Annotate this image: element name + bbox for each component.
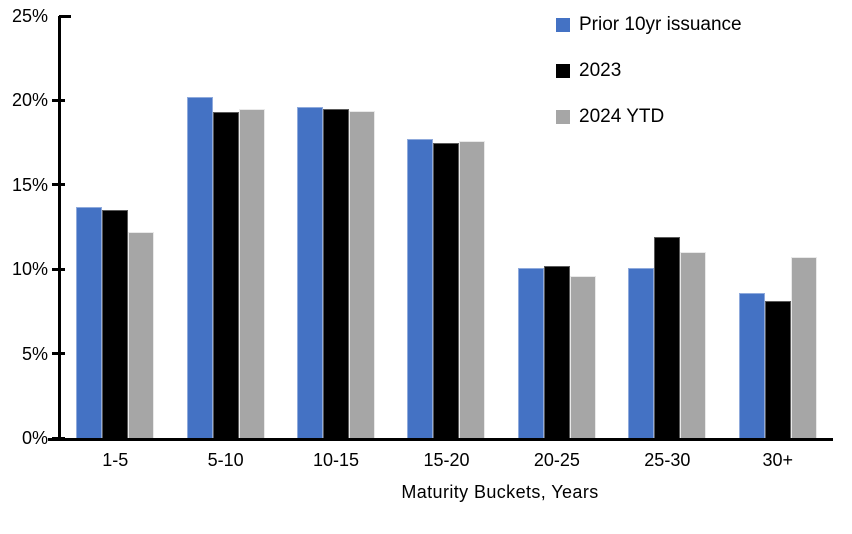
x-tick-label: 30+: [762, 450, 794, 470]
x-axis-title: Maturity Buckets, Years: [401, 482, 599, 502]
bar: [543, 265, 570, 438]
legend-item: 2024 YTD: [556, 106, 742, 127]
legend-label: 2024 YTD: [579, 106, 665, 127]
bar-group-30+: [723, 257, 833, 438]
bar: [349, 110, 376, 438]
x-tick-label: 25-30: [644, 450, 691, 470]
bar: [654, 237, 681, 438]
x-axis-line: [48, 438, 833, 441]
bar: [738, 292, 765, 438]
bar: [459, 140, 486, 438]
bar-group-25-30: [612, 237, 722, 438]
bar: [102, 210, 129, 438]
y-tick-label: 15%: [11, 174, 48, 195]
bar: [238, 108, 265, 438]
bar: [628, 267, 655, 438]
legend-item: Prior 10yr issuance: [556, 14, 742, 35]
bar: [790, 257, 817, 438]
x-tick-label: 1-5: [102, 450, 129, 470]
bar: [517, 267, 544, 438]
bar: [680, 252, 707, 438]
x-tick-label: 20-25: [533, 450, 580, 470]
x-tick-label: 15-20: [423, 450, 470, 470]
legend-label: Prior 10yr issuance: [579, 14, 742, 35]
y-axis-line: [58, 16, 61, 441]
bar: [297, 107, 324, 438]
bar: [569, 275, 596, 438]
y-tick-label: 20%: [11, 90, 48, 111]
bar: [76, 206, 103, 438]
bar: [186, 97, 213, 438]
y-tick-label: 0%: [21, 428, 48, 448]
legend-swatch: [556, 17, 570, 32]
y-tick-mark: [59, 14, 71, 18]
y-tick-label: 5%: [21, 343, 48, 364]
legend-swatch: [556, 109, 570, 124]
bar-group-5-10: [170, 97, 280, 438]
legend-label: 2023: [579, 60, 622, 81]
plot-area: [60, 16, 833, 438]
y-tick-label: 10%: [11, 259, 48, 280]
bar-group-1-5: [60, 206, 170, 438]
bar-group-20-25: [502, 265, 612, 438]
bar: [764, 301, 791, 438]
bar-group-15-20: [391, 139, 501, 438]
x-tick-label: 5-10: [207, 450, 244, 470]
x-axis-labels: 1-5 5-10 10-15 15-20 20-25 25-30 30+: [60, 449, 833, 471]
legend: Prior 10yr issuance 2023 2024 YTD: [556, 14, 742, 127]
bar: [323, 108, 350, 438]
bar-group-10-15: [281, 107, 391, 438]
bar: [128, 232, 155, 438]
bar: [433, 142, 460, 438]
bar: [212, 112, 239, 438]
x-tick-label: 10-15: [313, 450, 360, 470]
bar: [407, 139, 434, 438]
legend-item: 2023: [556, 60, 742, 81]
y-tick-label: 25%: [11, 6, 48, 26]
legend-swatch: [556, 63, 570, 78]
